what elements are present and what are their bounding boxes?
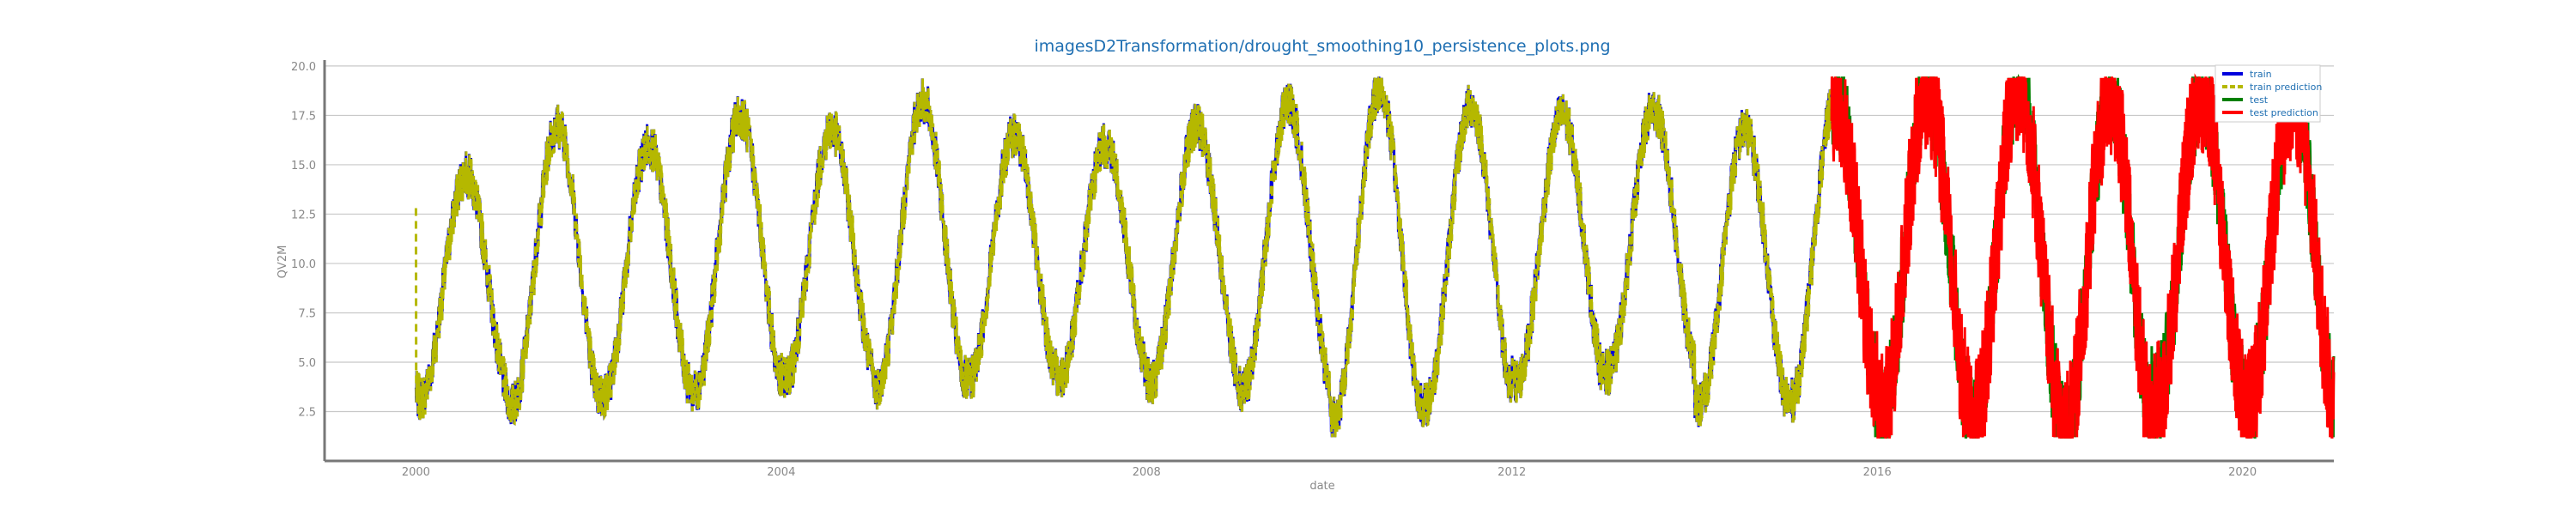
chart-title: imagesD2Transformation/drought_smoothing… <box>1034 37 1610 56</box>
legend-label: train prediction <box>2250 82 2322 93</box>
y-tick-label: 10.0 <box>291 258 316 271</box>
x-axis-title: date <box>1309 480 1334 493</box>
y-axis-title: QV2M <box>276 245 289 279</box>
x-tick-label: 2016 <box>1863 466 1892 479</box>
x-tick-label: 2008 <box>1133 466 1161 479</box>
x-tick-label: 2012 <box>1498 466 1526 479</box>
x-tick-label: 2020 <box>2228 466 2257 479</box>
y-tick-label: 17.5 <box>291 110 316 123</box>
axis-layer <box>323 60 2334 463</box>
test-prediction-series-line <box>1830 73 2336 439</box>
y-tick-label: 15.0 <box>291 160 316 173</box>
y-tick-label: 7.5 <box>298 307 316 320</box>
legend-label: test prediction <box>2250 107 2318 118</box>
series-layer <box>414 73 2336 439</box>
train-prediction-series-line <box>414 76 1833 438</box>
tick-layer: 2.5 5.0 7.5 10.0 12.5 15.0 17.5 20.0 2000 2004 200… <box>291 61 2257 479</box>
y-tick-label: 20.0 <box>291 61 316 74</box>
legend-label: test <box>2250 94 2269 106</box>
y-tick-label: 2.5 <box>298 406 316 419</box>
x-tick-label: 2004 <box>767 466 795 479</box>
y-tick-label: 5.0 <box>298 357 316 370</box>
legend-label: train <box>2250 69 2272 80</box>
y-tick-label: 12.5 <box>291 209 316 221</box>
x-tick-label: 2000 <box>402 466 430 479</box>
